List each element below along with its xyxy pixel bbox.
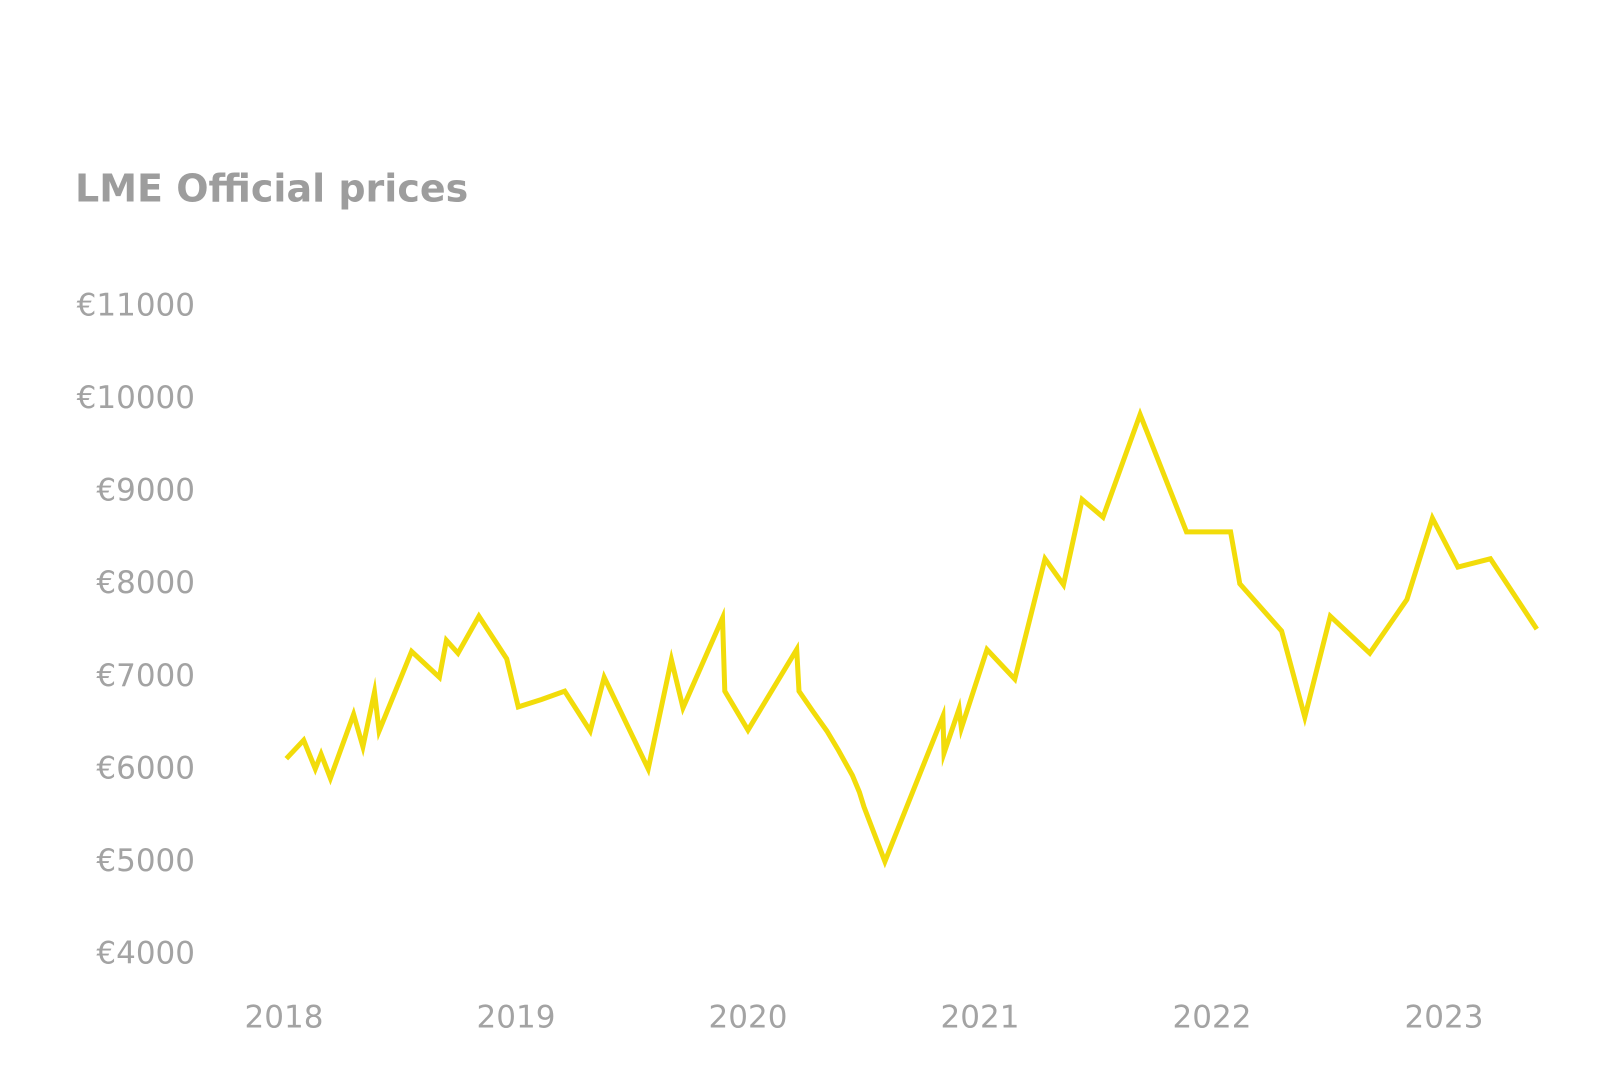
y-tick-label: €10000 — [77, 380, 195, 416]
y-tick-label: €4000 — [96, 936, 195, 972]
price-line — [284, 407, 1539, 869]
x-tick-label: 2020 — [709, 1000, 788, 1036]
y-tick-label: €6000 — [96, 750, 195, 786]
y-tick-label: €5000 — [96, 843, 195, 879]
y-tick-label: €11000 — [77, 288, 195, 324]
x-tick-label: 2019 — [477, 1000, 556, 1036]
y-tick-label: €7000 — [96, 658, 195, 694]
chart-title: LME Official prices — [75, 167, 468, 211]
y-tick-label: €8000 — [96, 565, 195, 601]
y-tick-label: €9000 — [96, 473, 195, 509]
x-tick-label: 2021 — [941, 1000, 1020, 1036]
x-tick-label: 2023 — [1405, 1000, 1484, 1036]
x-tick-label: 2022 — [1173, 1000, 1252, 1036]
x-tick-label: 2018 — [245, 1000, 324, 1036]
